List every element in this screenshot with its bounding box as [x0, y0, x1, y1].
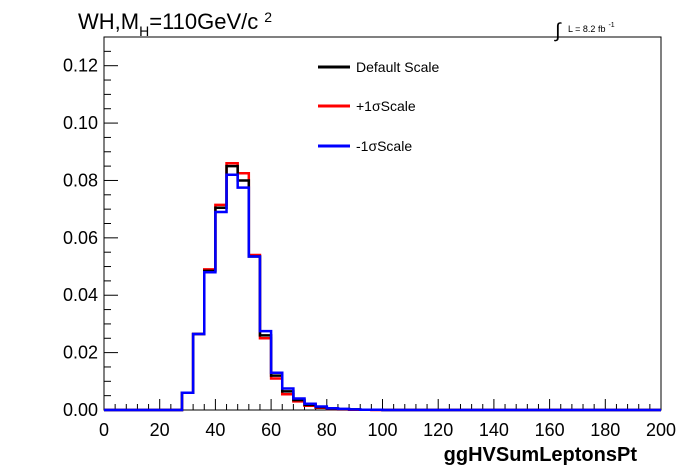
x-tick-label: 20	[150, 420, 170, 440]
legend: Default Scale +1σScale -1σScale	[318, 59, 439, 154]
y-axis: 0.00 0.02 0.04 0.06 0.08 0.10 0.12	[63, 36, 118, 420]
x-tick-label: 40	[205, 420, 225, 440]
y-tick-label: 0.02	[63, 343, 98, 363]
x-tick-label: 200	[646, 420, 676, 440]
x-tick-label: 100	[367, 420, 397, 440]
y-tick-label: 0.08	[63, 170, 98, 190]
x-axis-label: ggHVSumLeptonsPt	[444, 444, 638, 466]
x-tick-label: 120	[423, 420, 453, 440]
lumi-annotation: L = 8.2 fb -1	[568, 22, 615, 34]
title-subscript: H	[139, 23, 149, 39]
y-tick-label: 0.06	[63, 228, 98, 248]
y-tick-label: 0.04	[63, 285, 98, 305]
x-axis: 0 20 40 60 80 100 120 140 160 180 200	[99, 399, 676, 440]
x-tick-label: 160	[535, 420, 565, 440]
series-minus1sigma-scale	[104, 173, 661, 412]
legend-label-default: Default Scale	[356, 59, 439, 75]
series-layer	[104, 161, 661, 412]
y-tick-label: 0.10	[63, 113, 98, 133]
y-tick-label: 0.12	[63, 56, 98, 76]
x-tick-label: 80	[317, 420, 337, 440]
title-rest: =110GeV/c	[149, 9, 258, 34]
legend-label-minus1sigma: -1σScale	[356, 138, 412, 154]
y-tick-label: 0.00	[63, 400, 98, 420]
title-main: WH,M	[78, 9, 139, 34]
x-tick-label: 140	[479, 420, 509, 440]
legend-label-plus1sigma: +1σScale	[356, 98, 416, 114]
lumi-superscript: -1	[608, 22, 614, 29]
chart-title: WH,MH=110GeV/c 2	[78, 9, 272, 39]
lumi-integral-sign: ∫	[554, 20, 562, 42]
x-tick-label: 180	[590, 420, 620, 440]
title-superscript: 2	[264, 9, 272, 25]
x-tick-label: 0	[99, 420, 109, 440]
x-tick-label: 60	[261, 420, 281, 440]
lumi-text: L = 8.2 fb	[568, 24, 605, 34]
